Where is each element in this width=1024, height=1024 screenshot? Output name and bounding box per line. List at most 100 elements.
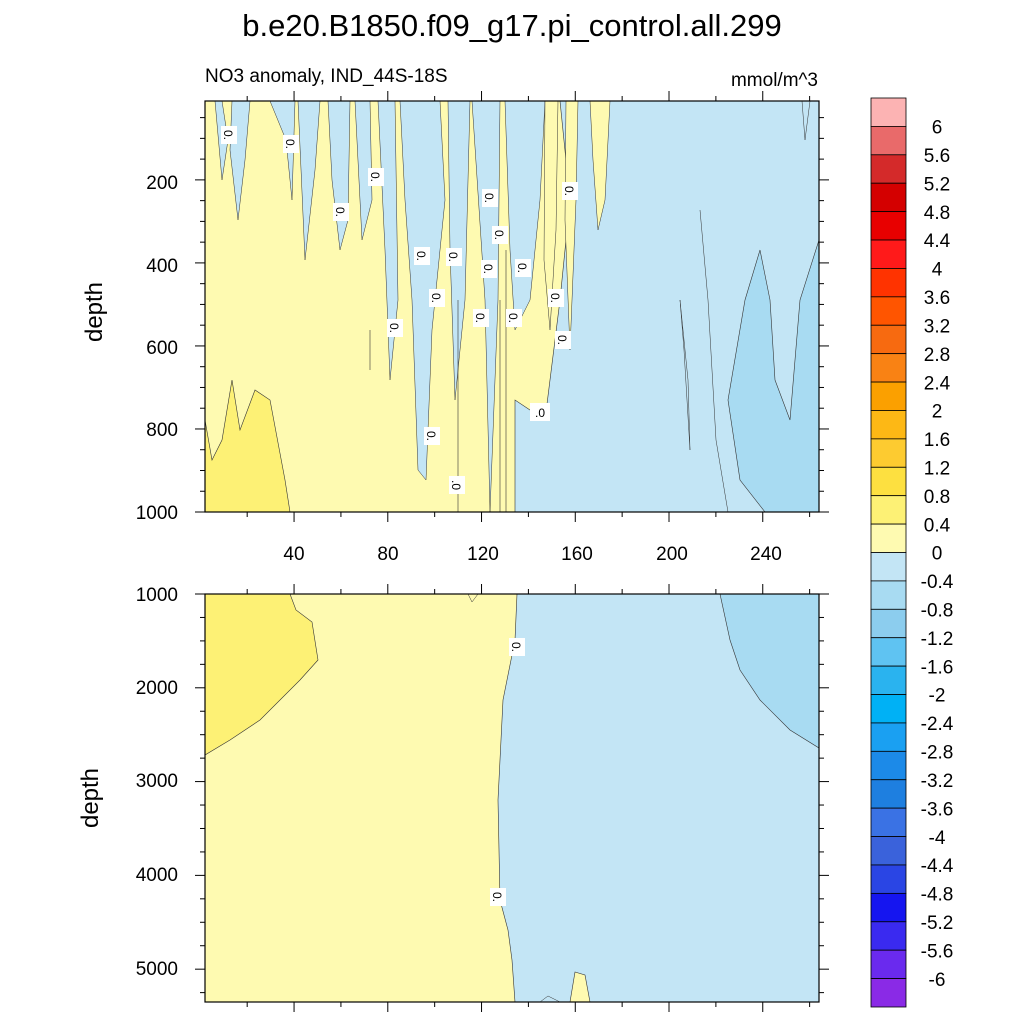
top-contour-label-text: 0. xyxy=(506,313,520,323)
colorbar-swatch xyxy=(870,750,907,781)
top-contour-label-text: 0. xyxy=(482,193,496,203)
top-contour-label: 0. xyxy=(414,247,430,265)
top-negative-strong-region xyxy=(727,239,819,512)
bottom-contour-label: 0. xyxy=(509,638,525,656)
top-contour-label: 0. xyxy=(368,168,384,186)
top-contour-label: .0 xyxy=(530,403,550,421)
top-contour-label: 0. xyxy=(333,203,349,221)
top-contour-label-text: 0. xyxy=(429,293,443,303)
top-x-tick-labels: 40 80 120 160 200 240 xyxy=(283,544,781,565)
top-contour-label-text: 0. xyxy=(368,172,382,182)
top-contour-label: 0. xyxy=(481,260,497,278)
bottom-plot-frame xyxy=(204,593,820,1003)
colorbar-swatch xyxy=(870,410,907,440)
colorbar-label: -1.2 xyxy=(921,629,954,650)
colorbar-swatch xyxy=(870,97,907,127)
colorbar-swatch xyxy=(870,779,907,809)
colorbar-swatch xyxy=(870,921,907,951)
top-contour-label: 0. xyxy=(446,248,462,266)
colorbar-label: 3.6 xyxy=(924,288,950,309)
bottom-negative-region xyxy=(497,594,819,1002)
top-contour-label: 0. xyxy=(283,135,299,153)
top-contour-label-text: 0. xyxy=(562,186,576,196)
top-contour-fill xyxy=(205,101,819,512)
bottom-y-tick-label: 5000 xyxy=(136,959,178,980)
top-contour-labels: 0. 0. 0. 0. 0. 0. 0. 0. 0. 0. 0. 0. 0. 0. 0. 0. 0. 0. .0 .0 xyxy=(221,126,578,494)
colorbar-label: -6 xyxy=(929,970,946,991)
bottom-y-tick-label: 2000 xyxy=(136,678,178,699)
top-x-tick-label: 40 xyxy=(283,544,304,565)
top-y-tick-label: 400 xyxy=(146,256,178,277)
top-contour-label-text: 0. xyxy=(481,264,495,274)
colorbar-label: -4 xyxy=(929,828,946,849)
colorbar-swatch xyxy=(870,126,907,156)
colorbar-label: 0 xyxy=(932,544,943,565)
top-positive-strong-region xyxy=(205,379,291,512)
colorbar-swatch xyxy=(870,154,907,184)
colorbar-label: -0.4 xyxy=(921,572,954,593)
colorbar-label: 4 xyxy=(932,260,943,281)
colorbar: 6 5.6 5.2 4.8 4.4 4 3.6 3.2 2.8 2.4 2 1.6 1.2 0.8 0.4 0… xyxy=(870,97,954,1008)
colorbar-label: 2 xyxy=(932,402,943,423)
colorbar-label: 4.8 xyxy=(924,203,950,224)
colorbar-label: -2 xyxy=(929,686,946,707)
colorbar-label: 6 xyxy=(932,118,943,139)
colorbar-swatch xyxy=(870,978,907,1008)
colorbar-swatch xyxy=(870,438,907,468)
top-contour-label-text: 0. xyxy=(548,293,562,303)
colorbar-swatch xyxy=(870,353,907,383)
top-contour-label-text: 0. xyxy=(473,313,487,323)
bottom-contour-label-text: 0. xyxy=(490,892,504,902)
colorbar-label: 0.4 xyxy=(924,515,951,536)
top-contour-label: 0. xyxy=(429,289,445,307)
colorbar-swatch xyxy=(870,182,907,213)
colorbar-label: -5.6 xyxy=(921,941,954,962)
colorbar-swatch xyxy=(870,949,907,979)
top-y-axis-label: depth xyxy=(81,282,108,342)
colorbar-label: -5.2 xyxy=(921,913,954,934)
colorbar-label: 1.6 xyxy=(924,430,950,451)
colorbar-swatch xyxy=(870,268,907,298)
top-x-tick-label: 160 xyxy=(561,544,593,565)
top-contour-label: .0 xyxy=(449,476,465,494)
bottom-y-tick-label: 3000 xyxy=(136,771,178,792)
top-contour-label-text: .0 xyxy=(449,480,463,490)
chart-subtitle: NO3 anomaly, IND_44S-18S xyxy=(205,66,448,87)
colorbar-label: 0.8 xyxy=(924,487,950,508)
bottom-y-tick-label: 4000 xyxy=(136,865,178,886)
colorbar-label: 5.2 xyxy=(924,174,950,195)
bottom-positive-strong-region xyxy=(205,594,319,756)
top-contour-label: 0. xyxy=(555,331,571,349)
colorbar-label: 3.2 xyxy=(924,316,950,337)
top-contour-label-text: 0. xyxy=(283,139,297,149)
top-y-tick-labels: 200 400 600 800 1000 xyxy=(136,173,178,524)
bottom-negative-strong-region xyxy=(719,594,819,749)
top-contour-label: 0. xyxy=(492,226,508,244)
colorbar-label: 5.6 xyxy=(924,146,950,167)
colorbar-label: -2.4 xyxy=(921,714,954,735)
top-contour-label: 0. xyxy=(506,309,522,327)
colorbar-label: -4.8 xyxy=(921,885,954,906)
colorbar-swatch xyxy=(870,864,907,894)
chart-units: mmol/m^3 xyxy=(731,70,818,91)
colorbar-swatch xyxy=(870,580,907,610)
top-contour-label-text: 0. xyxy=(515,263,529,273)
chart-title: b.e20.B1850.f09_g17.pi_control.all.299 xyxy=(242,8,782,43)
top-contour-label: 0. xyxy=(548,289,564,307)
top-contour-label-text: 0. xyxy=(221,130,235,140)
colorbar-label: 2.8 xyxy=(924,345,950,366)
colorbar-swatch xyxy=(870,722,907,752)
colorbar-swatch xyxy=(870,665,907,695)
top-contour-label: 0. xyxy=(473,309,489,327)
top-x-tick-label: 240 xyxy=(750,544,782,565)
colorbar-label: -4.4 xyxy=(921,856,954,877)
colorbar-label: 1.2 xyxy=(924,458,950,479)
colorbar-swatch xyxy=(870,296,907,326)
colorbar-swatch xyxy=(870,836,907,866)
colorbar-swatch xyxy=(870,239,907,269)
top-contour-label-text: .0 xyxy=(535,406,545,420)
colorbar-swatch xyxy=(870,694,907,724)
top-x-tick-label: 120 xyxy=(467,544,499,565)
top-contour-label-text: 0. xyxy=(333,207,347,217)
